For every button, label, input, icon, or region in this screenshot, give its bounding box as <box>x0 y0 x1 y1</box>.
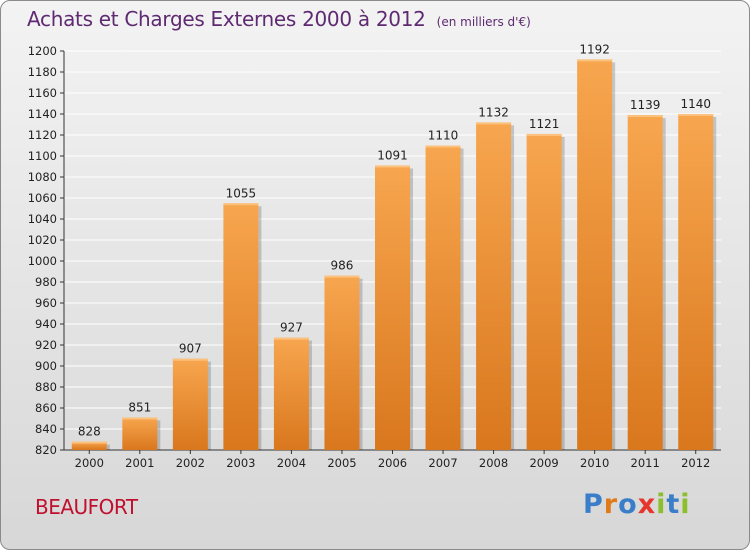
logo-letter: i <box>656 489 667 520</box>
chart-title: Achats et Charges Externes 2000 à 2012 <box>27 7 426 31</box>
x-tick-label-2002: 2002 <box>176 456 205 470</box>
bar-highlight <box>375 165 410 168</box>
bar-highlight <box>678 114 714 116</box>
x-tick-label-2007: 2007 <box>428 456 457 470</box>
y-tick-label: 1140 <box>28 107 57 121</box>
logo-letter: o <box>618 489 638 520</box>
label-layer: 828 851 907 1055 927 986 1091 1110 1132 1121 1192 1… <box>78 42 711 438</box>
value-label-2004: 927 <box>280 321 303 335</box>
y-tick-label: 920 <box>35 338 57 352</box>
bar-layer <box>71 59 717 451</box>
logo-letter: P <box>583 489 604 520</box>
y-tick-label: 860 <box>35 401 57 415</box>
bar-highlight <box>71 441 107 444</box>
value-label-2000: 828 <box>78 425 101 439</box>
x-tick-label-2001: 2001 <box>125 456 154 470</box>
value-label-2012: 1140 <box>680 97 711 111</box>
bar-highlight <box>223 203 259 206</box>
y-tick-label: 840 <box>35 422 57 436</box>
y-tick-label: 1160 <box>28 86 57 100</box>
bar-2003 <box>223 203 259 450</box>
logo-letter: r <box>603 489 619 520</box>
logo-letter: t <box>666 489 681 520</box>
y-tick-label: 980 <box>35 275 57 289</box>
y-tick-label: 1200 <box>28 44 57 58</box>
bar-highlight <box>273 337 309 340</box>
logo-letter: i <box>680 489 691 520</box>
y-tick-label: 1100 <box>28 149 57 163</box>
x-tick-label-2011: 2011 <box>631 456 660 470</box>
bar-2008 <box>476 122 512 451</box>
chart-subtitle: (en milliers d'€) <box>436 15 531 29</box>
bar-2002 <box>172 358 208 450</box>
bar-highlight <box>627 115 663 118</box>
value-label-2003: 1055 <box>226 186 257 200</box>
bar-2011 <box>627 115 663 451</box>
value-label-2010: 1192 <box>579 42 610 56</box>
y-tick-label: 820 <box>35 443 57 457</box>
value-label-2007: 1110 <box>428 129 459 143</box>
y-tick-label: 900 <box>35 359 57 373</box>
y-tick-label: 960 <box>35 296 57 310</box>
value-label-2002: 907 <box>179 342 202 356</box>
value-label-2009: 1121 <box>529 117 560 131</box>
bar-highlight <box>476 122 512 125</box>
x-tick-label-2006: 2006 <box>378 456 407 470</box>
x-tick-label-2009: 2009 <box>529 456 558 470</box>
bar-highlight <box>172 358 208 361</box>
y-tick-label: 880 <box>35 380 57 394</box>
value-label-2006: 1091 <box>377 148 408 162</box>
bar-2012 <box>678 114 714 450</box>
bar-2004 <box>273 337 309 450</box>
x-tick-label-2010: 2010 <box>580 456 609 470</box>
proxiti-logo: Proxiti <box>583 489 691 520</box>
value-label-2005: 986 <box>331 259 354 273</box>
commune-label: BEAUFORT <box>35 495 138 519</box>
axis-layer: 820 840 860 880 900 920 940 960 980 1000 1020 1040 1… <box>28 44 721 470</box>
bar-2001 <box>122 417 158 450</box>
x-tick-label-2012: 2012 <box>681 456 710 470</box>
y-tick-label: 1120 <box>28 128 57 142</box>
bar-highlight <box>122 417 158 420</box>
x-tick-label-2003: 2003 <box>226 456 255 470</box>
value-label-2011: 1139 <box>630 98 661 112</box>
bar-highlight <box>526 133 562 136</box>
title-row: Achats et Charges Externes 2000 à 2012 (… <box>27 7 531 31</box>
y-tick-label: 1040 <box>28 212 57 226</box>
value-label-2008: 1132 <box>478 105 509 119</box>
x-tick-label-2004: 2004 <box>277 456 306 470</box>
bar-highlight <box>324 275 360 278</box>
bar-highlight <box>425 145 461 148</box>
bar-2000 <box>71 441 107 450</box>
x-tick-label-2005: 2005 <box>327 456 356 470</box>
x-tick-label-2000: 2000 <box>75 456 104 470</box>
bar-highlight <box>577 59 613 62</box>
bar-2009 <box>526 133 562 450</box>
bar-2006 <box>375 165 410 450</box>
y-tick-label: 1060 <box>28 191 57 205</box>
x-tick-label-2008: 2008 <box>479 456 508 470</box>
bar-2010 <box>577 59 613 451</box>
bar-2007 <box>425 145 461 450</box>
y-tick-label: 1080 <box>28 170 57 184</box>
y-tick-label: 1020 <box>28 233 57 247</box>
y-tick-label: 1000 <box>28 254 57 268</box>
y-tick-label: 940 <box>35 317 57 331</box>
y-tick-label: 1180 <box>28 65 57 79</box>
bar-2005 <box>324 275 360 450</box>
logo-letter: x <box>637 489 657 520</box>
value-label-2001: 851 <box>128 400 151 414</box>
